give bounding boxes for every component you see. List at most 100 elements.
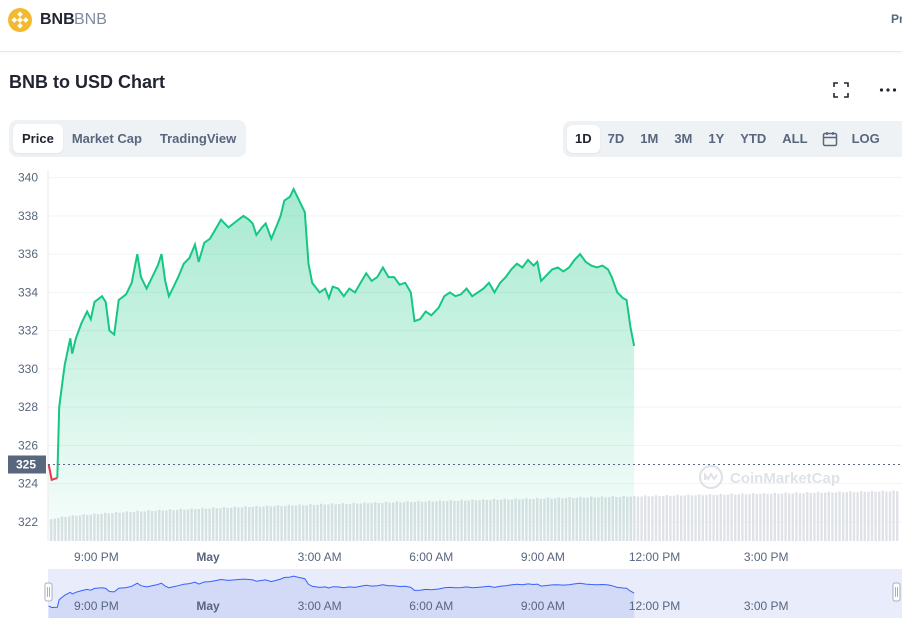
volume-bar bbox=[748, 494, 751, 541]
range-log[interactable]: LOG bbox=[851, 131, 880, 146]
navigator-tick-label: 3:00 PM bbox=[744, 599, 789, 613]
volume-bar bbox=[654, 495, 658, 541]
y-tick-label: 324 bbox=[18, 477, 38, 491]
volume-bar bbox=[672, 495, 676, 541]
volume-bar bbox=[892, 490, 895, 541]
y-tick-label: 332 bbox=[18, 324, 38, 338]
volume-bar bbox=[816, 491, 820, 541]
time-range-selector: 1D 7D 1M 3M 1Y YTD ALL LOG bbox=[563, 121, 902, 157]
tab-tradingview[interactable]: TradingView bbox=[159, 131, 237, 146]
x-axis: 9:00 PM May 3:00 AM 6:00 AM 9:00 AM 12:00 PM 3… bbox=[74, 550, 789, 564]
volume-bar bbox=[806, 492, 809, 541]
navigator-tick-label: 9:00 AM bbox=[521, 599, 565, 613]
volume-bar bbox=[726, 494, 730, 541]
volume-bar bbox=[798, 493, 802, 541]
volume-bar bbox=[640, 496, 643, 541]
y-tick-label: 340 bbox=[18, 171, 38, 185]
y-tick-label: 334 bbox=[18, 285, 38, 299]
navigator-left-handle[interactable] bbox=[44, 582, 53, 602]
calendar-button[interactable] bbox=[816, 125, 844, 153]
volume-bar bbox=[842, 492, 845, 541]
header-cut-link[interactable]: Pr bbox=[891, 12, 902, 26]
bnb-logo-icon bbox=[8, 8, 32, 32]
volume-bar bbox=[788, 493, 791, 541]
volume-bar bbox=[881, 490, 884, 541]
x-tick-label: 9:00 AM bbox=[521, 550, 565, 564]
more-options-button[interactable] bbox=[878, 80, 898, 100]
volume-bar bbox=[741, 493, 744, 541]
range-1y[interactable]: 1Y bbox=[708, 131, 725, 146]
volume-bar bbox=[687, 494, 690, 541]
volume-bar bbox=[762, 492, 766, 541]
current-price-label: 325 bbox=[16, 458, 36, 472]
volume-bar bbox=[863, 491, 866, 541]
volume-bar bbox=[651, 496, 654, 541]
volume-bar bbox=[791, 493, 794, 541]
volume-bar bbox=[849, 491, 852, 541]
volume-bar bbox=[856, 492, 859, 541]
volume-bar bbox=[658, 496, 661, 541]
volume-bar bbox=[845, 492, 848, 541]
range-all[interactable]: ALL bbox=[782, 131, 808, 146]
volume-bar bbox=[870, 490, 874, 541]
volume-bar bbox=[834, 492, 838, 541]
range-7d[interactable]: 7D bbox=[607, 131, 625, 146]
watermark-text: CoinMarketCap bbox=[730, 470, 840, 487]
volume-bar bbox=[705, 495, 708, 541]
volume-bar bbox=[838, 491, 841, 541]
range-1m[interactable]: 1M bbox=[640, 131, 659, 146]
navigator-tick-label: 9:00 PM bbox=[74, 599, 119, 613]
y-tick-label: 330 bbox=[18, 362, 38, 376]
volume-bar bbox=[759, 493, 762, 541]
volume-bar bbox=[701, 495, 704, 541]
volume-bar bbox=[744, 494, 748, 541]
top-bar: BNB BNB Pr bbox=[0, 0, 902, 52]
volume-bar bbox=[885, 491, 888, 541]
tab-price[interactable]: Price bbox=[13, 124, 63, 153]
volume-bar bbox=[737, 494, 740, 541]
volume-bar bbox=[784, 492, 787, 541]
volume-bar bbox=[777, 493, 780, 541]
volume-bar bbox=[636, 496, 640, 541]
fullscreen-button[interactable] bbox=[831, 80, 851, 100]
range-3m[interactable]: 3M bbox=[674, 131, 693, 146]
volume-bar bbox=[773, 492, 776, 541]
tab-market-cap[interactable]: Market Cap bbox=[71, 131, 142, 146]
volume-bar bbox=[802, 493, 805, 541]
y-axis: 322 324 326 328 330 332 334 336 338 340 bbox=[18, 171, 38, 529]
chart-type-tabs: Price Market Cap TradingView bbox=[9, 120, 246, 157]
volume-bar bbox=[874, 491, 877, 541]
x-tick-label: May bbox=[196, 550, 220, 564]
volume-bar bbox=[716, 494, 719, 541]
volume-bar bbox=[690, 495, 694, 541]
calendar-icon bbox=[822, 132, 837, 147]
range-1d[interactable]: 1D bbox=[567, 125, 600, 153]
range-navigator[interactable]: 9:00 PM May 3:00 AM 6:00 AM 9:00 AM 12:00 PM 3… bbox=[44, 569, 902, 618]
range-ytd[interactable]: YTD bbox=[740, 131, 767, 146]
price-line-up bbox=[56, 186, 636, 478]
volume-bar bbox=[820, 492, 823, 541]
volume-bar bbox=[755, 494, 758, 541]
navigator-tick-label: 3:00 AM bbox=[298, 599, 342, 613]
navigator-right-handle[interactable] bbox=[892, 582, 901, 602]
price-chart[interactable]: 322 324 326 328 330 332 334 336 338 340 CoinMarke… bbox=[0, 160, 902, 629]
volume-bar bbox=[694, 495, 697, 541]
x-tick-label: 12:00 PM bbox=[629, 550, 680, 564]
y-tick-label: 338 bbox=[18, 209, 38, 223]
y-tick-label: 322 bbox=[18, 515, 38, 529]
volume-bar bbox=[896, 491, 899, 541]
navigator-tick-label: 12:00 PM bbox=[629, 599, 680, 613]
volume-bar bbox=[698, 494, 701, 541]
coinmarketcap-logo-icon bbox=[698, 464, 724, 490]
y-tick-label: 326 bbox=[18, 438, 38, 452]
volume-bar bbox=[680, 495, 683, 541]
x-tick-label: 9:00 PM bbox=[74, 550, 119, 564]
navigator-tick-label: May bbox=[196, 599, 220, 613]
volume-bar bbox=[878, 491, 881, 541]
price-area bbox=[48, 189, 635, 541]
volume-bar bbox=[719, 493, 722, 541]
y-tick-label: 328 bbox=[18, 400, 38, 414]
x-tick-label: 3:00 PM bbox=[744, 550, 789, 564]
volume-bar bbox=[852, 492, 856, 541]
volume-bar bbox=[633, 495, 636, 541]
